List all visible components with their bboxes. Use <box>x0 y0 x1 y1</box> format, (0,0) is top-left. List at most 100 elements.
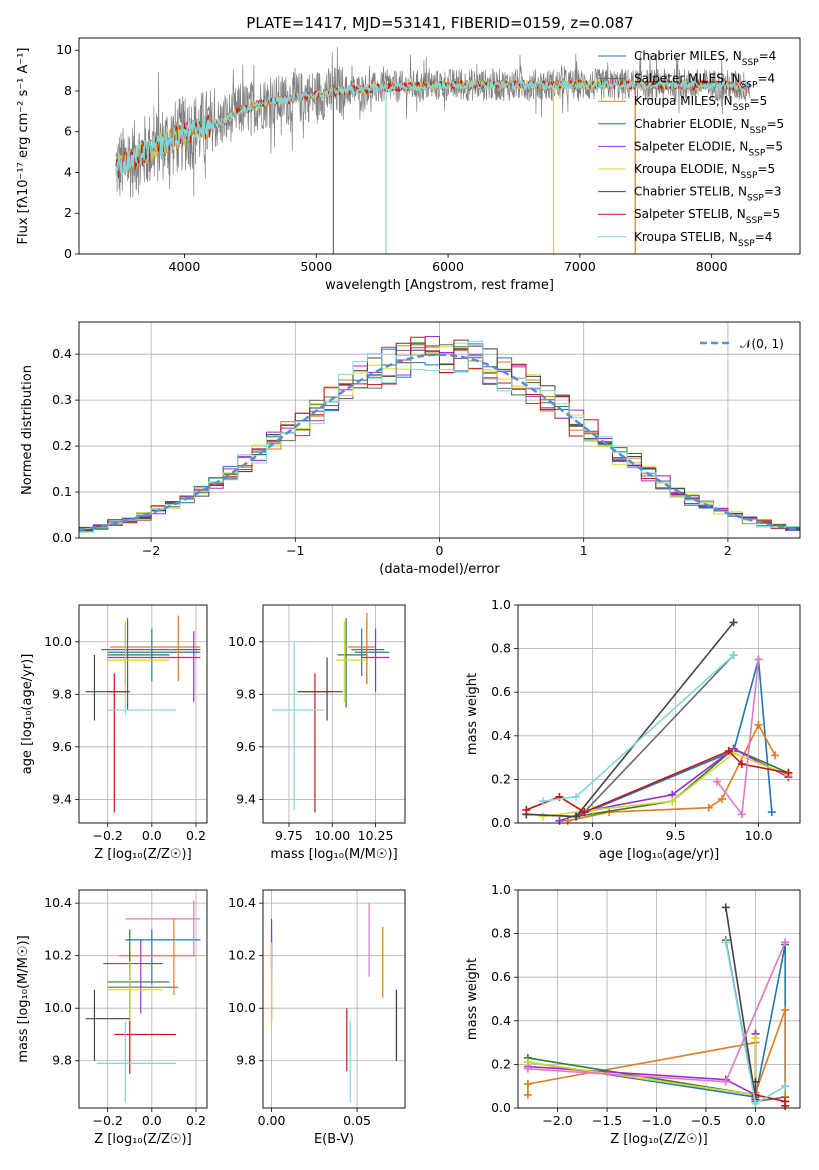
x-axis-label: mass [log₁₀(M/M☉)] <box>270 847 397 862</box>
y-tick-label: 9.4 <box>236 791 256 806</box>
legend-entry: Kroupa ELODIE, NSSP=5 <box>634 162 775 181</box>
y-tick-label: 0.4 <box>52 346 72 361</box>
legend-value: =4 <box>759 49 777 63</box>
x-tick-label: 5000 <box>300 259 332 274</box>
x-tick-label: −1 <box>286 543 304 558</box>
y-tick-label: 10.4 <box>228 895 256 910</box>
x-axis-label: (data-model)/error <box>379 562 500 577</box>
axes-frame <box>78 37 801 255</box>
y-tick-label: 9.8 <box>236 686 256 701</box>
weight-marker <box>737 760 746 769</box>
weight-marker <box>721 938 730 947</box>
weight-marker <box>754 720 763 729</box>
y-tick-label: 9.8 <box>52 686 72 701</box>
residuals-panel: −2 −1 0 1 2 0.0 0.1 0.2 0.3 0.4 (data-model)/error… <box>20 321 801 577</box>
weight-marker <box>718 795 727 804</box>
weight-line <box>527 1038 757 1096</box>
axes-frame <box>262 604 406 824</box>
y-tick-label: 0 <box>64 246 72 261</box>
x-tick-label: 0.0 <box>746 1113 766 1128</box>
x-tick-label: 2 <box>724 543 732 558</box>
legend-subscript: SSP <box>746 216 763 226</box>
y-tick-label: 10.2 <box>228 948 256 963</box>
weight-marker <box>572 812 581 821</box>
legend-subscript: SSP <box>741 171 758 181</box>
weight-vs-age-panel: 9.0 9.5 10.0 0.0 0.2 0.4 0.6 0.8 1.0 age [log₁₀(a… <box>465 597 801 862</box>
weight-marker <box>523 1064 532 1073</box>
residual-histogram <box>79 340 800 533</box>
x-tick-label: 10.25 <box>358 828 394 843</box>
legend-value: =5 <box>750 94 768 108</box>
y-tick-label: 9.8 <box>52 1053 72 1068</box>
y-tick-label: 2 <box>64 205 72 220</box>
mass-vs-metallicity-panel: −0.2 0.0 0.2 9.8 10.0 10.2 10.4 Z [log₁₀(Z/Z☉)]… <box>16 889 208 1147</box>
y-tick-label: 0.2 <box>52 438 72 453</box>
y-axis-label: mass weight <box>465 958 480 1040</box>
y-tick-label: 10.0 <box>44 1000 72 1015</box>
y-tick-label: 0.6 <box>491 684 511 699</box>
legend-entry: Chabrier MILES, NSSP=4 <box>634 49 776 68</box>
weight-line <box>526 621 735 818</box>
x-axis-label: Z [log₁₀(Z/Z☉)] <box>94 847 191 862</box>
weight-marker <box>729 651 738 660</box>
x-tick-label: −0.5 <box>691 1113 721 1128</box>
legend-entry: Chabrier STELIB, NSSP=3 <box>634 185 782 204</box>
y-tick-label: 0.4 <box>491 728 511 743</box>
x-axis-label: E(B-V) <box>314 1132 354 1147</box>
legend-value: =5 <box>766 117 784 131</box>
weight-marker <box>668 797 677 806</box>
weight-line <box>583 654 735 813</box>
weight-marker <box>522 805 531 814</box>
y-tick-label: 10.0 <box>44 634 72 649</box>
weight-marker <box>781 938 790 947</box>
axes-frame <box>517 604 801 824</box>
y-tick-label: 0.0 <box>52 530 72 545</box>
legend-entry: Kroupa STELIB, NSSP=4 <box>634 230 772 249</box>
x-tick-label: 7000 <box>564 259 596 274</box>
age-vs-mass-panel: 9.75 10.00 10.25 9.4 9.6 9.8 10.0 mass [log₁₀(M… <box>228 604 406 862</box>
x-axis-label: wavelength [Angstrom, rest frame] <box>325 278 554 293</box>
y-tick-label: 10.4 <box>44 895 72 910</box>
y-tick-label: 0.8 <box>491 926 511 941</box>
y-tick-label: 9.6 <box>52 739 72 754</box>
x-tick-label: 9.5 <box>666 828 686 843</box>
x-tick-label: 9.0 <box>583 828 603 843</box>
y-axis-label: Flux [fλ10⁻¹⁷ erg cm⁻² s⁻¹ A⁻¹] <box>16 48 31 245</box>
weight-marker <box>538 812 547 821</box>
age-vs-metallicity-panel: −0.2 0.0 0.2 9.4 9.6 9.8 10.0 Z [log₁₀(Z/Z☉)] ag… <box>20 604 208 862</box>
mass-vs-extinction-panel: 0.00 0.05 9.8 10.0 10.2 10.4 E(B-V) <box>228 889 406 1147</box>
y-tick-label: 9.8 <box>236 1053 256 1068</box>
weight-marker <box>721 903 730 912</box>
spectrum-model-trace <box>115 78 751 177</box>
x-tick-label: −1.5 <box>592 1113 622 1128</box>
y-tick-label: 9.4 <box>52 791 72 806</box>
axes-frame <box>78 321 801 539</box>
y-axis-label: mass weight <box>465 673 480 755</box>
x-tick-label: 6000 <box>432 259 464 274</box>
x-tick-label: 0 <box>436 543 444 558</box>
y-tick-label: 4 <box>64 164 72 179</box>
weight-marker <box>751 1090 760 1099</box>
y-tick-label: 9.6 <box>236 739 256 754</box>
x-tick-label: 0.00 <box>258 1113 286 1128</box>
weight-marker <box>771 751 780 760</box>
legend-value: =4 <box>757 72 775 86</box>
legend-entry: Kroupa MILES, NSSP=5 <box>634 94 767 113</box>
weight-marker <box>704 803 713 812</box>
x-tick-label: 0.2 <box>186 1113 206 1128</box>
y-tick-label: 0.4 <box>491 1013 511 1028</box>
x-axis-label: Z [log₁₀(Z/Z☉)] <box>94 1132 191 1147</box>
x-axis-label: age [log₁₀(age/yr)] <box>599 847 720 862</box>
weight-marker <box>523 1080 532 1089</box>
weight-marker <box>781 1101 790 1110</box>
y-tick-label: 10.0 <box>228 634 256 649</box>
legend-subscript: SSP <box>733 103 750 113</box>
x-tick-label: 10.0 <box>745 828 773 843</box>
weight-marker <box>754 655 763 664</box>
legend-subscript: SSP <box>742 58 759 68</box>
weight-marker <box>724 747 733 756</box>
figure-title: PLATE=1417, MJD=53141, FIBERID=0159, z=0… <box>246 14 633 32</box>
weight-marker <box>580 808 589 817</box>
y-tick-label: 0.3 <box>52 392 72 407</box>
